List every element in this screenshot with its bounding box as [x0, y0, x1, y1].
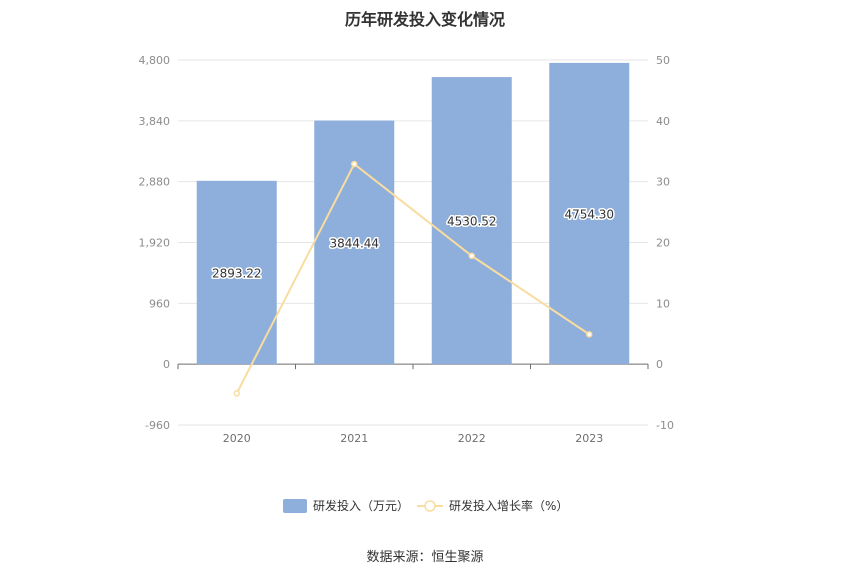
bar-data-label: 4530.52: [447, 215, 497, 229]
y-right-tick-label: 30: [656, 176, 670, 189]
x-tick-label: 2020: [223, 432, 251, 445]
y-left-tick-label: 1,920: [139, 237, 171, 250]
y-left-tick-label: 0: [163, 358, 170, 371]
legend-line-marker: [424, 500, 436, 512]
y-left-tick-label: 4,800: [139, 54, 171, 67]
y-right-tick-label: 0: [656, 358, 663, 371]
bar: [196, 180, 277, 365]
x-tick-label: 2022: [458, 432, 486, 445]
growth-point: [468, 252, 475, 260]
bar-data-label: 2893.22: [212, 266, 262, 280]
chart-title: 历年研发投入变化情况: [344, 10, 505, 29]
y-right-tick-label: 20: [656, 237, 670, 250]
growth-point: [233, 390, 240, 397]
legend-bar-swatch: [283, 499, 307, 513]
y-right-tick-label: 40: [656, 115, 670, 128]
y-left-tick-label: 3,840: [139, 115, 171, 128]
y-right-tick-label: -10: [656, 419, 674, 432]
y-left-tick-label: 2,880: [139, 176, 171, 189]
growth-point: [586, 331, 593, 338]
y-right-tick-label: 10: [656, 297, 670, 310]
growth-point: [351, 160, 358, 168]
x-tick-label: 2021: [340, 432, 368, 445]
bar: [431, 77, 512, 365]
y-left-tick-label: -960: [145, 419, 170, 432]
legend-line-label: 研发投入增长率（%）: [449, 498, 568, 513]
source-note: 数据来源：恒生聚源: [366, 550, 484, 565]
bar-data-label: 4754.30: [564, 208, 614, 222]
x-tick-label: 2023: [575, 432, 603, 445]
legend-bar-label: 研发投入（万元）: [313, 498, 409, 513]
bar-data-label: 3844.44: [329, 236, 379, 250]
growth-line: [235, 162, 590, 394]
bar: [549, 62, 630, 365]
y-left-tick-label: 960: [149, 297, 170, 310]
y-right-tick-label: 50: [656, 54, 670, 67]
